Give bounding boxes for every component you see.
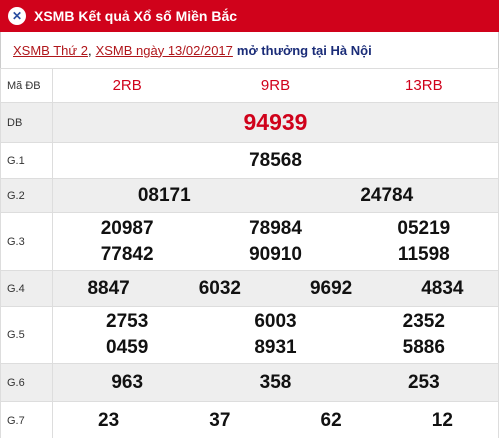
number: 0459	[106, 337, 149, 358]
number: 37	[209, 409, 231, 431]
numbers: 78568	[53, 150, 498, 172]
number: 963	[111, 371, 144, 393]
numbers-cell: 94939	[52, 102, 499, 143]
number: 94939	[243, 109, 308, 135]
title: XSMB Kết quả Xổ số Miền Bắc	[34, 8, 238, 24]
subtitle: XSMB Thứ 2, XSMB ngày 13/02/2017 mở thưở…	[0, 32, 499, 68]
numbers: 94939	[53, 109, 498, 136]
code: 13RB	[405, 77, 443, 94]
number: 4834	[421, 277, 464, 299]
numbers: 2753 6003 2352 0459 8931 5886	[53, 311, 498, 359]
prize-row: G.3 20987 78984 05219 77842 90910 11598	[0, 212, 499, 271]
numbers-cell: 20987 78984 05219 77842 90910 11598	[52, 212, 499, 271]
code: 2RB	[112, 77, 142, 94]
prize-row: G.4 8847 6032 9692 4834	[0, 270, 499, 307]
numbers: 08171 24784	[53, 185, 498, 207]
logo: ✕	[8, 7, 26, 25]
code: 9RB	[260, 77, 291, 94]
numbers: 8847 6032 9692 4834	[53, 278, 498, 300]
header-bar: ✕ XSMB Kết quả Xổ số Miền Bắc	[0, 0, 499, 32]
number: 8847	[87, 277, 130, 299]
numbers: 20987 78984 05219 77842 90910 11598	[53, 218, 498, 266]
results-table: Mã ĐB 2RB 9RB 13RB DB 94939 G.1 78568 G.2 08171…	[0, 68, 499, 438]
prize-row: G.5 2753 6003 2352 0459 8931 5886	[0, 306, 499, 364]
separator: ,	[87, 42, 92, 58]
codes-cell: 2RB 9RB 13RB	[52, 68, 499, 103]
prize-label: G.4	[0, 270, 53, 307]
prize-row: G.2 08171 24784	[0, 178, 499, 213]
prize-label: G.6	[0, 363, 53, 402]
prize-row: G.1 78568	[0, 142, 499, 179]
number: 2753	[106, 311, 149, 332]
number: 253	[407, 371, 440, 393]
number: 2352	[402, 311, 445, 332]
prize-label: G.3	[0, 212, 53, 271]
numbers: 963 358 253	[53, 372, 498, 394]
numbers-cell: 23 37 62 12	[52, 401, 499, 438]
prize-label: G.7	[0, 401, 53, 438]
codes: 2RB 9RB 13RB	[53, 77, 498, 94]
number: 90910	[249, 243, 302, 265]
prize-row: DB 94939	[0, 102, 499, 143]
number: 5886	[402, 337, 445, 358]
number: 24784	[360, 184, 414, 206]
number: 23	[98, 409, 120, 431]
prize-label: G.1	[0, 142, 53, 179]
number: 78984	[249, 217, 302, 239]
prize-label: G.2	[0, 178, 53, 213]
link[interactable]: XSMB ngày 13/02/2017	[95, 42, 233, 58]
header-row: Mã ĐB 2RB 9RB 13RB	[0, 68, 499, 103]
number: 78568	[249, 149, 302, 171]
prize-label: G.5	[0, 306, 53, 364]
prize-label: DB	[0, 102, 53, 143]
subtitle-text: mở thưởng tại Hà Nội	[236, 42, 372, 58]
number: 77842	[100, 243, 154, 265]
header-label: Mã ĐB	[0, 68, 53, 103]
link[interactable]: XSMB Thứ 2	[13, 42, 88, 58]
numbers-cell: 08171 24784	[52, 178, 499, 213]
number: 08171	[137, 184, 191, 206]
number: 9692	[309, 277, 353, 299]
number: 20987	[100, 217, 154, 239]
prize-row: G.7 23 37 62 12	[0, 401, 499, 438]
numbers-cell: 963 358 253	[52, 363, 499, 402]
number: 358	[259, 371, 292, 393]
number: 05219	[397, 217, 451, 239]
number: 62	[320, 409, 342, 431]
number: 6032	[198, 277, 242, 299]
numbers-cell: 8847 6032 9692 4834	[52, 270, 499, 307]
number: 11598	[397, 243, 450, 265]
number: 8931	[254, 337, 297, 358]
numbers-cell: 2753 6003 2352 0459 8931 5886	[52, 306, 499, 364]
number: 12	[431, 409, 453, 431]
number: 6003	[254, 311, 297, 332]
prize-row: G.6 963 358 253	[0, 363, 499, 402]
numbers-cell: 78568	[52, 142, 499, 179]
numbers: 23 37 62 12	[53, 410, 498, 432]
